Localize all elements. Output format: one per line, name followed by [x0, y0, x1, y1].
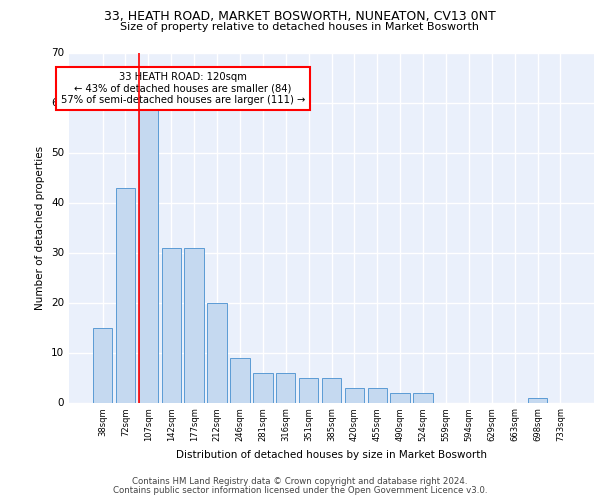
- Bar: [413, 392, 433, 402]
- Text: 33 HEATH ROAD: 120sqm
← 43% of detached houses are smaller (84)
57% of semi-deta: 33 HEATH ROAD: 120sqm ← 43% of detached …: [61, 72, 305, 105]
- Bar: [139, 108, 158, 403]
- Bar: [276, 372, 295, 402]
- Text: Contains HM Land Registry data © Crown copyright and database right 2024.: Contains HM Land Registry data © Crown c…: [132, 477, 468, 486]
- Text: Contains public sector information licensed under the Open Government Licence v3: Contains public sector information licen…: [113, 486, 487, 495]
- Bar: [93, 328, 112, 402]
- Bar: [116, 188, 135, 402]
- X-axis label: Distribution of detached houses by size in Market Bosworth: Distribution of detached houses by size …: [176, 450, 487, 460]
- Bar: [184, 248, 204, 402]
- Bar: [253, 372, 272, 402]
- Text: Size of property relative to detached houses in Market Bosworth: Size of property relative to detached ho…: [121, 22, 479, 32]
- Bar: [161, 248, 181, 402]
- Bar: [528, 398, 547, 402]
- Bar: [299, 378, 319, 402]
- Bar: [208, 302, 227, 402]
- Bar: [230, 358, 250, 403]
- Bar: [391, 392, 410, 402]
- Bar: [344, 388, 364, 402]
- Text: 33, HEATH ROAD, MARKET BOSWORTH, NUNEATON, CV13 0NT: 33, HEATH ROAD, MARKET BOSWORTH, NUNEATO…: [104, 10, 496, 23]
- Bar: [368, 388, 387, 402]
- Y-axis label: Number of detached properties: Number of detached properties: [35, 146, 46, 310]
- Bar: [322, 378, 341, 402]
